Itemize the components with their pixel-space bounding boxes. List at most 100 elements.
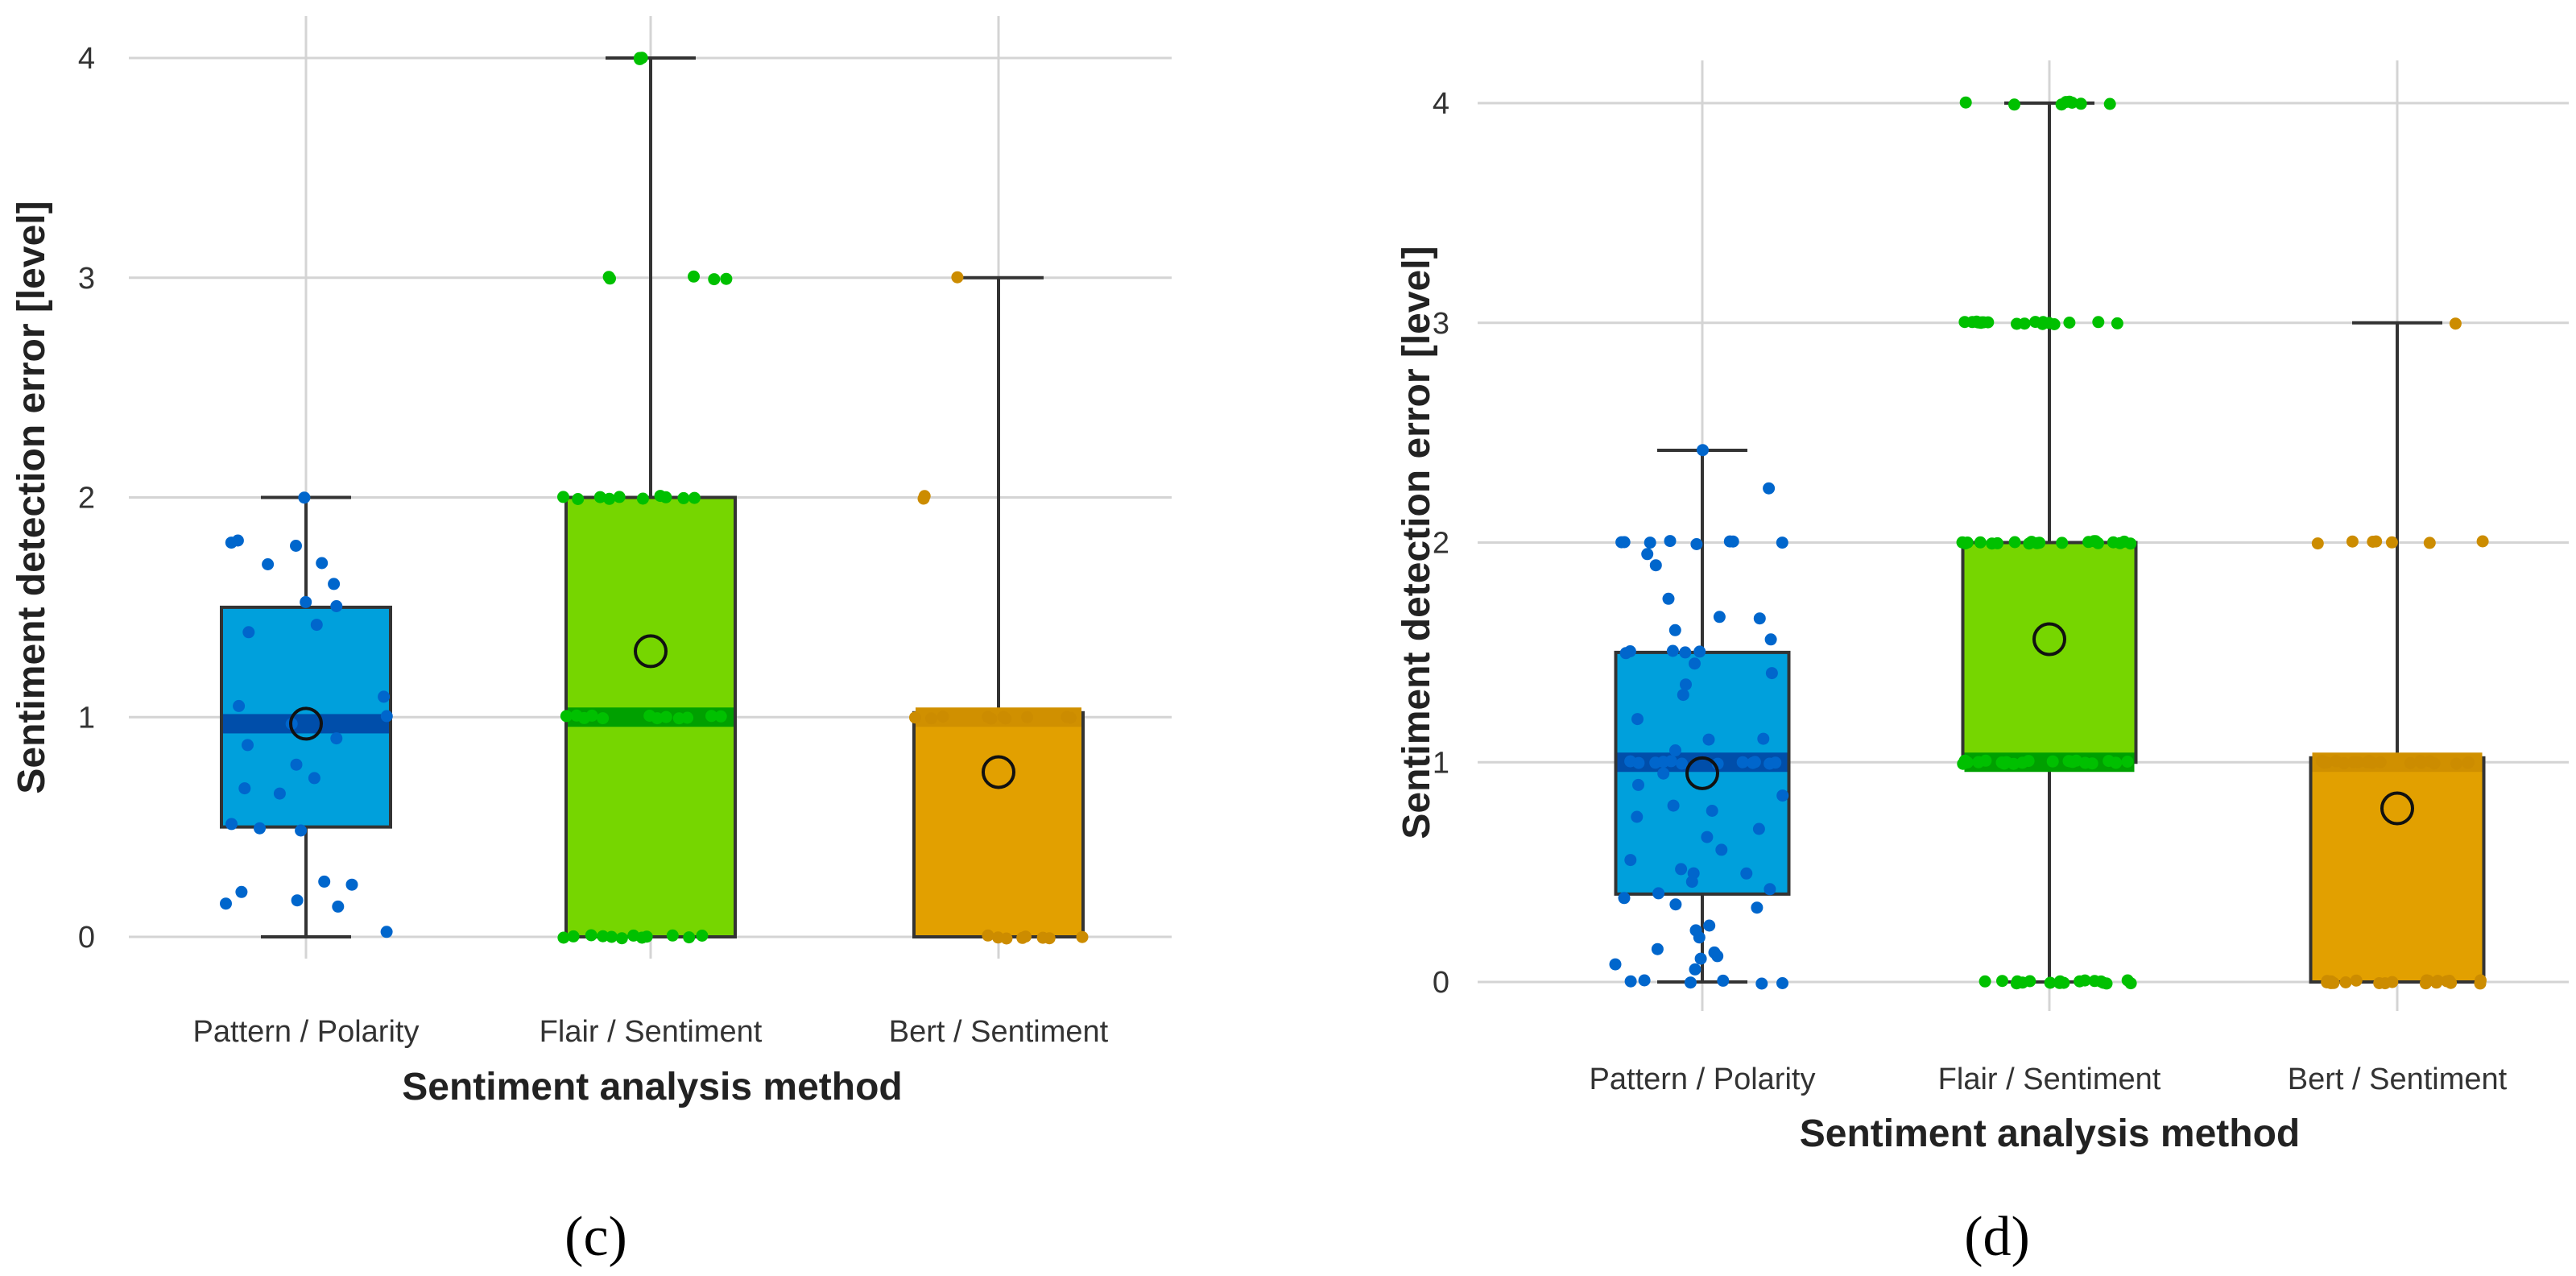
box-pattern [1614, 650, 1791, 896]
x-tick-label-flair: Flair / Sentiment [1938, 1063, 2161, 1096]
data-point-flair [635, 52, 648, 64]
data-point-flair [2110, 756, 2123, 769]
data-point-pattern [1726, 535, 1739, 548]
data-point-flair [606, 930, 618, 943]
data-point-bert [1061, 710, 1073, 723]
data-point-flair [1979, 975, 1991, 988]
panel-label-d: (d) [1964, 1206, 2030, 1268]
data-point-flair [2103, 97, 2116, 110]
data-point-pattern [1669, 744, 1681, 756]
data-point-flair [2046, 755, 2059, 768]
data-point-pattern [1664, 535, 1677, 548]
data-point-flair [2008, 98, 2020, 111]
data-point-pattern [1631, 810, 1644, 823]
data-point-pattern [1632, 756, 1645, 769]
data-point-pattern [1618, 892, 1631, 905]
data-point-bert [2404, 756, 2417, 769]
data-point-bert [2445, 976, 2458, 989]
data-point-pattern [1765, 667, 1778, 680]
data-point-bert [1019, 930, 1032, 943]
data-point-flair [1996, 975, 2008, 988]
data-point-bert [1021, 710, 1034, 723]
data-point-flair [615, 932, 628, 945]
data-point-pattern [298, 491, 311, 504]
data-point-pattern [1624, 975, 1637, 988]
y-tick-label: 2 [78, 482, 95, 516]
data-point-flair [2018, 317, 2031, 330]
data-point-flair [570, 709, 583, 722]
box-group-bert [2309, 317, 2489, 990]
data-point-flair [660, 710, 672, 723]
data-point-bert [2415, 756, 2428, 769]
data-point-pattern [1776, 536, 1788, 549]
data-point-bert [2350, 974, 2363, 987]
y-tick-label: 4 [1433, 87, 1449, 121]
data-point-bert [951, 271, 964, 284]
data-point-bert [2462, 756, 2475, 769]
data-point-pattern [291, 894, 304, 907]
data-point-bert [2339, 976, 2352, 988]
data-point-flair [688, 491, 701, 504]
data-point-pattern [1764, 633, 1777, 646]
data-point-flair [1961, 756, 1974, 768]
data-point-flair [2121, 756, 2134, 768]
y-tick-label: 1 [78, 701, 95, 735]
data-point-pattern [1753, 612, 1766, 625]
y-tick-label: 0 [78, 921, 95, 955]
data-point-flair [2074, 975, 2086, 988]
chart-panel-d: 0 1 2 3 4 Pattern / Polarity Flair / Sentiment… [1396, 60, 2569, 1155]
y-tick-label: 4 [78, 42, 95, 76]
data-point-pattern [273, 787, 286, 800]
data-point-pattern [330, 600, 343, 612]
data-point-pattern [235, 885, 248, 898]
data-point-flair [2089, 535, 2102, 548]
data-point-flair [567, 930, 580, 942]
data-point-flair [585, 929, 597, 942]
data-point-pattern [1684, 976, 1697, 989]
data-point-pattern [328, 578, 341, 590]
data-point-flair [2074, 97, 2087, 110]
data-point-pattern [233, 699, 246, 712]
chart-panel-c: 0 1 2 3 4 Pattern / Polarity Flair / Sentiment… [10, 16, 1172, 1108]
data-point-pattern [300, 595, 312, 608]
data-point-pattern [1776, 789, 1789, 802]
data-point-flair [705, 710, 717, 723]
data-point-bert [2347, 756, 2360, 768]
box-group-flair [1956, 95, 2138, 990]
data-point-bert [1036, 931, 1049, 944]
data-point-flair [696, 930, 709, 942]
data-point-flair [677, 491, 690, 504]
data-point-pattern [1776, 977, 1788, 989]
data-point-pattern [1747, 756, 1759, 769]
data-point-pattern [1689, 963, 1701, 976]
data-point-pattern [1702, 733, 1715, 746]
data-point-pattern [1676, 757, 1689, 770]
mean-marker-flair [2032, 622, 2066, 657]
data-point-pattern [1703, 919, 1716, 932]
data-point-bert [2315, 755, 2328, 768]
data-point-pattern [316, 557, 329, 570]
data-point-pattern [290, 758, 303, 771]
data-point-flair [714, 710, 727, 723]
y-axis-title: Sentiment detection error [level] [10, 201, 53, 793]
box-flair [1961, 541, 2138, 764]
data-point-pattern [1666, 644, 1679, 657]
x-axis-title: Sentiment analysis method [402, 1066, 903, 1108]
data-point-pattern [1711, 950, 1724, 963]
data-point-pattern [1713, 611, 1726, 624]
data-point-pattern [290, 540, 302, 552]
data-point-bert [985, 712, 998, 725]
data-point-flair [2107, 536, 2119, 549]
data-point-flair [635, 931, 648, 944]
data-point-pattern [1652, 887, 1665, 900]
panel-label-c: (c) [564, 1206, 627, 1268]
data-point-pattern [1632, 778, 1644, 791]
data-point-pattern [1715, 843, 1728, 856]
data-point-pattern [1644, 536, 1656, 549]
data-point-flair [2022, 755, 2035, 768]
data-point-pattern [1657, 767, 1670, 780]
box-bert [912, 710, 1085, 938]
data-point-pattern [1679, 646, 1692, 659]
box-bert [2309, 756, 2486, 984]
data-point-pattern [1757, 732, 1770, 745]
